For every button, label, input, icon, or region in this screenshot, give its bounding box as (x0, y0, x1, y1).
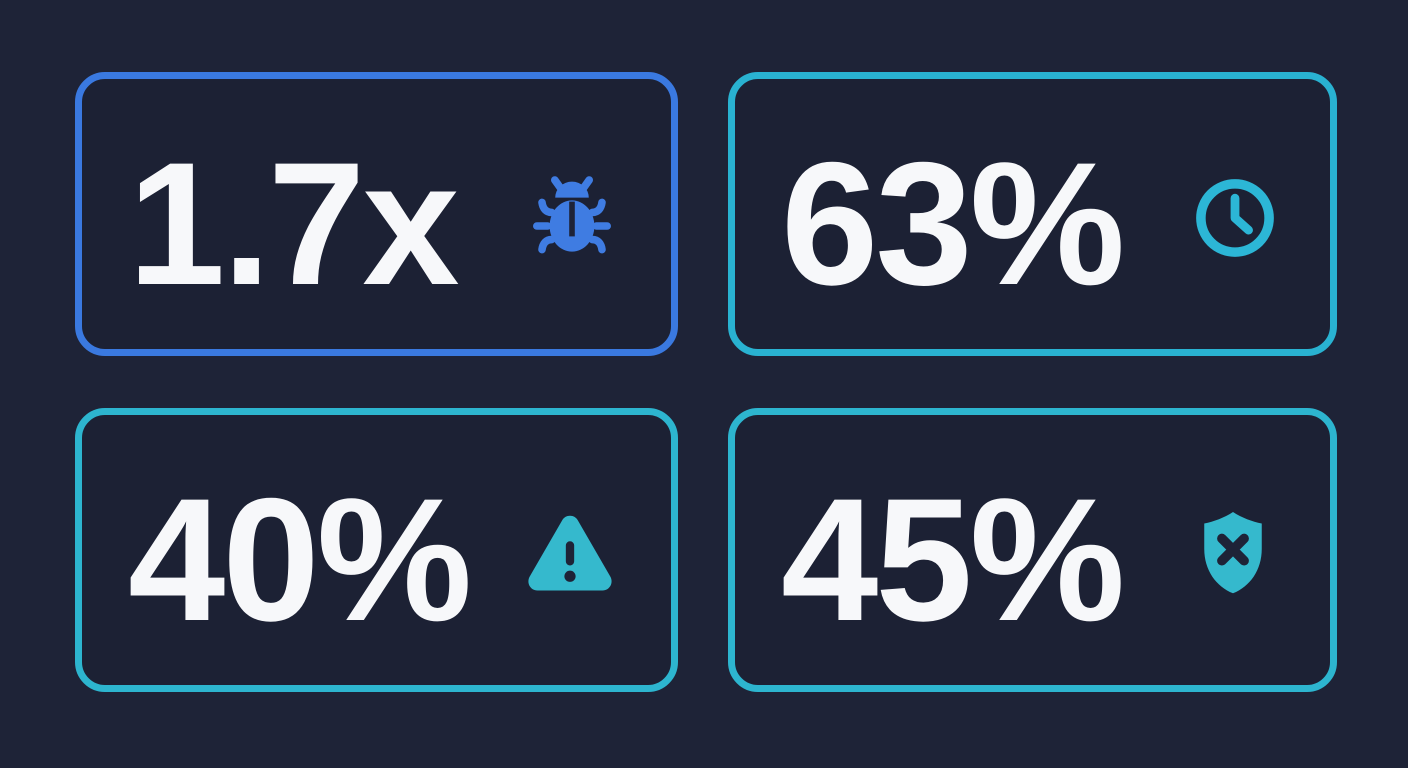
bug-icon (524, 170, 620, 266)
stat-value: 1.7x (128, 126, 460, 322)
stat-card-warning: 40% (75, 408, 678, 692)
warning-triangle-icon (520, 507, 620, 601)
shield-x-icon (1187, 505, 1279, 603)
stat-card-bug-rate: 1.7x (75, 72, 678, 356)
stat-card-shield: 45% (728, 408, 1337, 692)
stat-value: 45% (781, 462, 1125, 658)
stat-value: 63% (781, 126, 1125, 322)
stat-card-time: 63% (728, 72, 1337, 356)
stat-value: 40% (128, 462, 472, 658)
stats-grid: 1.7x 63% (75, 72, 1337, 692)
clock-icon (1191, 174, 1279, 262)
